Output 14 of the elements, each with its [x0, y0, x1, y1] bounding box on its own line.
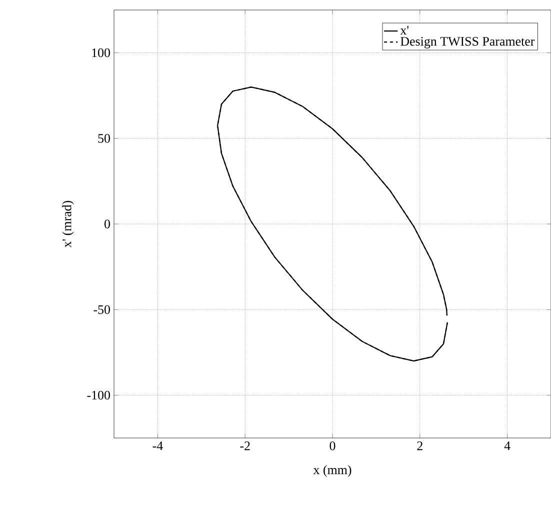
y-tick-label: -50 [94, 305, 110, 314]
y-tick-label: 100 [92, 48, 110, 58]
y-tick-label: 50 [98, 134, 110, 143]
y-tick-label: -100 [87, 390, 110, 400]
legend-label: Design TWISS Parameter [400, 36, 535, 48]
y-tick-label: 0 [104, 220, 110, 228]
y-axis-title: x' (mrad) [62, 200, 74, 248]
x-axis-title: x (mm) [313, 465, 352, 477]
legend-label: x' [400, 26, 408, 35]
x-tick-label: 4 [504, 442, 510, 450]
x-tick-label: -4 [152, 442, 163, 450]
x-tick-label: 0 [330, 442, 336, 450]
x-tick-label: -2 [240, 442, 250, 450]
x-tick-label: 2 [417, 442, 422, 450]
